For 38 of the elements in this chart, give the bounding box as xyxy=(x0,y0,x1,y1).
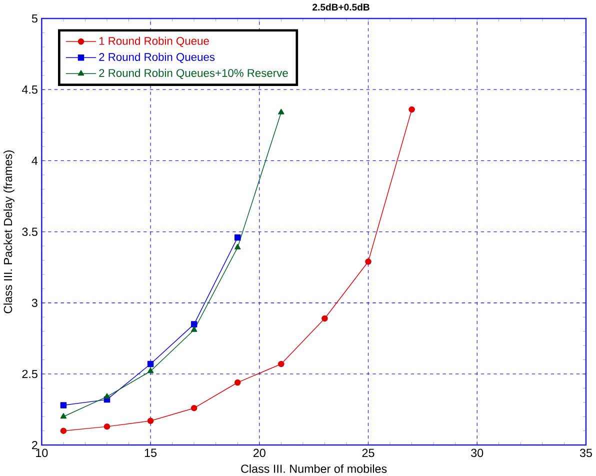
legend-label: 2 Round Robin Queues xyxy=(99,52,215,63)
point xyxy=(234,244,241,250)
point xyxy=(322,315,328,322)
point xyxy=(104,423,110,430)
y-tick-label: 5 xyxy=(32,14,38,22)
x-tick-label: 35 xyxy=(580,448,592,457)
x-tick-label: 20 xyxy=(253,448,266,457)
x-tick-label: 10 xyxy=(36,448,48,457)
point xyxy=(234,379,241,386)
y-tick-label: 4.5 xyxy=(22,85,38,94)
point xyxy=(104,392,110,398)
point xyxy=(234,234,241,240)
point xyxy=(60,402,67,408)
point xyxy=(190,320,198,328)
chart-title: 2.5dB+0.5dB xyxy=(312,3,370,10)
point xyxy=(190,326,198,332)
x-tick-label: 15 xyxy=(144,448,157,457)
point xyxy=(190,404,198,411)
x-axis-title: Class III. Number of mobiles xyxy=(241,464,387,473)
y-tick-label: 3 xyxy=(32,298,38,307)
legend-label: 2 Round Robin Queues+10% Reserve xyxy=(99,68,288,79)
point xyxy=(278,108,284,114)
legend-label: 1 Round Robin Queue xyxy=(99,36,209,47)
point xyxy=(147,367,154,373)
point xyxy=(147,418,154,424)
point xyxy=(278,360,284,367)
y-tick-label: 2.5 xyxy=(22,370,38,378)
point xyxy=(408,106,415,112)
x-tick-label: 30 xyxy=(471,448,484,457)
y-tick-label: 2 xyxy=(32,440,38,449)
point xyxy=(60,412,67,418)
y-axis-title: Class III. Packet Delay (frames) xyxy=(4,150,14,314)
point xyxy=(147,360,154,367)
y-tick-label: 4 xyxy=(32,156,38,164)
y-tick-label: 3.5 xyxy=(22,227,38,236)
point xyxy=(365,258,372,265)
point xyxy=(60,427,67,434)
x-tick-label: 25 xyxy=(362,448,374,457)
